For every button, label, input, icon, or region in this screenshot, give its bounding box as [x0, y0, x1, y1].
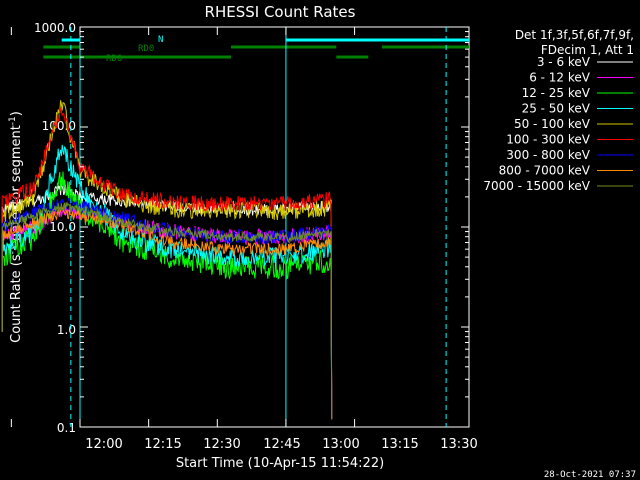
legend-label: 300 - 800 keV [506, 148, 590, 162]
y-tick-label: 0.1 [57, 421, 76, 435]
series-line [1, 108, 333, 420]
marker-label: RD0 [138, 44, 154, 54]
x-tick-label: 12:45 [263, 437, 300, 452]
series-line [1, 206, 333, 420]
x-tick-label: 13:15 [381, 437, 418, 452]
legend-label: 50 - 100 keV [514, 117, 591, 131]
tick-marks [10, 26, 469, 428]
x-tick-label: 12:00 [85, 437, 122, 452]
marker-label: RD6 [106, 54, 122, 64]
y-tick-label: 1000.0 [34, 21, 76, 35]
x-tick-label: 12:15 [144, 437, 181, 452]
footer-date: 28-Oct-2021 07:37 [544, 470, 636, 480]
legend-label: 6 - 12 keV [529, 71, 591, 85]
legend-header: FDecim 1, Att 1 [541, 43, 634, 57]
legend-label: 25 - 50 keV [522, 102, 591, 116]
y-tick-label: 1.0 [57, 323, 76, 337]
x-tick-label: 13:30 [440, 437, 477, 452]
x-axis: 12:00 12:15 12:30 12:45 13:00 13:15 13:3… [85, 437, 477, 452]
x-axis-label: Start Time (10-Apr-15 11:54:22) [176, 456, 384, 471]
legend-label: 100 - 300 keV [506, 133, 590, 147]
x-tick-label: 12:30 [203, 437, 240, 452]
attenuator-markers: N RD0 RD6 [43, 35, 469, 64]
legend-label: 7000 - 15000 keV [483, 179, 590, 193]
marker-label: N [158, 35, 163, 45]
legend-label: 12 - 25 keV [522, 86, 591, 100]
legend-label: 3 - 6 keV [537, 55, 591, 69]
series-line [1, 202, 333, 420]
series-line [1, 144, 333, 420]
series-lines [1, 100, 333, 420]
legend: Det 1f,3f,5f,6f,7f,9f, FDecim 1, Att 1 3… [483, 28, 634, 193]
legend-header: Det 1f,3f,5f,6f,7f,9f, [515, 28, 634, 42]
chart-title: RHESSI Count Rates [205, 3, 356, 21]
x-tick-label: 13:00 [322, 437, 359, 452]
legend-label: 800 - 7000 keV [499, 164, 591, 178]
y-tick-label: 10.0 [49, 220, 76, 234]
